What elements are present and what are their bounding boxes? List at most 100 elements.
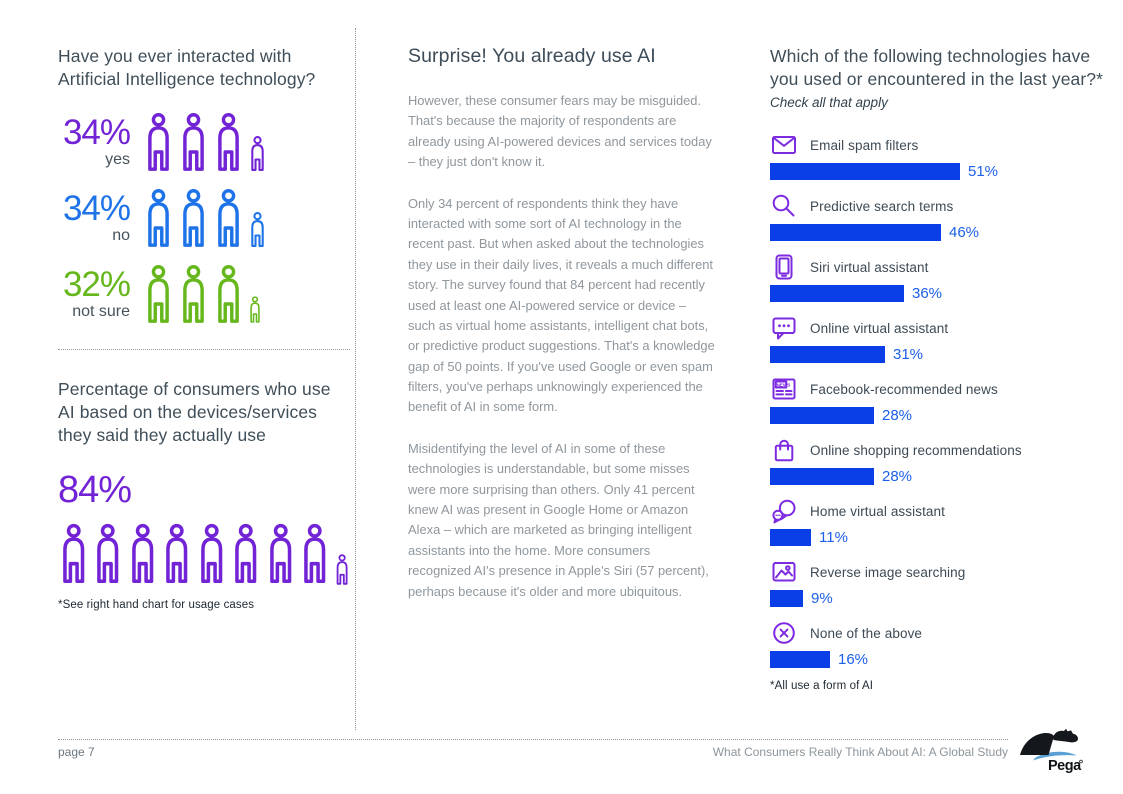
chart-footnote: *All use a form of AI [770, 680, 874, 693]
person-icon [148, 189, 169, 248]
bar-value-label: 9% [811, 590, 833, 608]
person-icon [132, 524, 154, 584]
tech-row: Reverse image searching 9% [770, 558, 1115, 608]
person-icon [148, 113, 169, 172]
document-title: What Consumers Really Think About AI: A … [712, 745, 1008, 759]
person-icon [183, 189, 204, 248]
tech-bar-line: 28% [770, 468, 1115, 486]
tech-label: Email spam filters [810, 137, 919, 153]
tech-row: None of the above 16% [770, 619, 1115, 669]
bar [770, 529, 811, 547]
tech-row-header: NEWS Facebook-recommended news [770, 375, 1115, 403]
interaction-question-heading: Have you ever interacted with Artificial… [58, 46, 316, 90]
stat-value: 32% [62, 265, 131, 305]
person-icon [201, 524, 223, 584]
tech-row-header: Reverse image searching [770, 558, 1115, 586]
tech-row-header: Home virtual assistant [770, 497, 1115, 525]
tech-row: Predictive search terms 46% [770, 192, 1115, 242]
stat-number-block: 34% no [58, 189, 131, 247]
footer-divider [58, 739, 1008, 740]
logo-trademark-icon [1079, 759, 1083, 764]
person-icon [251, 136, 264, 172]
person-icon [183, 265, 204, 324]
person-icon [166, 524, 188, 584]
technologies-question-heading: Which of the following technologies have… [770, 46, 1104, 90]
bar [770, 407, 874, 425]
people-icons [143, 113, 267, 172]
article-title: Surprise! You already use AI [408, 45, 656, 67]
tech-row-header: None of the above [770, 619, 1115, 647]
bar-value-label: 31% [893, 346, 924, 364]
stat-number-block: 32% not sure [58, 265, 131, 323]
stat-value: 34% [62, 189, 131, 229]
bar [770, 224, 941, 242]
tech-bar-line: 36% [770, 285, 1115, 303]
tech-row: Siri virtual assistant 36% [770, 253, 1115, 303]
stat-value: 34% [62, 113, 131, 153]
tech-label: Online shopping recommendations [810, 442, 1022, 458]
tech-label: Online virtual assistant [810, 320, 949, 336]
person-icon [250, 296, 260, 323]
usage-heading: Percentage of consumers who use AI based… [58, 379, 331, 446]
logo-horse-head-shape [1053, 728, 1078, 743]
bar-value-label: 36% [912, 285, 943, 303]
column-separator [355, 28, 356, 730]
person-icon [269, 524, 292, 584]
person-icon [183, 113, 204, 172]
person-icon [97, 524, 119, 584]
tech-label: Reverse image searching [810, 564, 966, 580]
logo-wordmark: Pega [1048, 758, 1082, 774]
person-icon [218, 189, 239, 248]
bar [770, 468, 874, 486]
right-column: Which of the following technologies have… [770, 45, 1115, 692]
pega-logo: Pega [1020, 728, 1083, 774]
middle-column: Surprise! You already use AI However, th… [408, 45, 715, 623]
tech-row-header: Predictive search terms [770, 192, 1115, 220]
tech-chart: Email spam filters 51% Predictive search… [770, 131, 1115, 669]
voice-bubbles-icon [770, 498, 797, 525]
tech-label: Facebook-recommended news [810, 381, 998, 397]
stat-label: no [112, 227, 130, 245]
person-icon [336, 554, 348, 586]
tech-bar-line: 9% [770, 590, 1115, 608]
interaction-stats: 34% yes 34% no 32% [58, 113, 350, 324]
tech-bar-line: 51% [770, 163, 1115, 181]
tech-row: Online virtual assistant 31% [770, 314, 1115, 364]
person-icon [63, 524, 85, 584]
tech-bar-line: 16% [770, 651, 1115, 669]
person-icon [304, 524, 326, 584]
bar-value-label: 51% [968, 163, 999, 181]
section-divider [58, 349, 350, 351]
tech-row-header: Online virtual assistant [770, 314, 1115, 342]
tech-row-header: Siri virtual assistant [770, 253, 1115, 281]
bar-value-label: 16% [838, 651, 869, 669]
tech-bar-line: 28% [770, 407, 1115, 425]
svg-text:NEWS: NEWS [776, 382, 790, 387]
left-column: Have you ever interacted with Artificial… [58, 45, 350, 611]
stat-number-block: 34% yes [58, 113, 131, 171]
bar [770, 651, 830, 669]
stat-row-not-sure: 32% not sure [58, 265, 350, 324]
usage-people [58, 521, 350, 586]
article-paragraph-1: However, these consumer fears may be mis… [408, 93, 712, 170]
person-icon [218, 265, 239, 324]
tech-label: Siri virtual assistant [810, 259, 929, 275]
circle-x-icon [770, 620, 797, 647]
bar [770, 346, 885, 364]
person-icon [148, 265, 169, 324]
people-icons [143, 189, 267, 248]
tech-row-header: Online shopping recommendations [770, 436, 1115, 464]
person-icon [251, 212, 264, 248]
people-icons [143, 265, 262, 324]
article-paragraph-3: Misidentifying the level of AI in some o… [408, 440, 709, 599]
bar [770, 163, 960, 181]
image-icon [770, 559, 797, 586]
person-icon [235, 524, 257, 584]
newspaper-icon: NEWS [770, 376, 797, 403]
bar-value-label: 28% [882, 407, 913, 425]
bar-value-label: 11% [819, 529, 848, 547]
shopping-bag-icon [770, 437, 797, 464]
bar-value-label: 46% [949, 224, 980, 242]
bar-value-label: 28% [882, 468, 913, 486]
tech-label: Predictive search terms [810, 198, 954, 214]
